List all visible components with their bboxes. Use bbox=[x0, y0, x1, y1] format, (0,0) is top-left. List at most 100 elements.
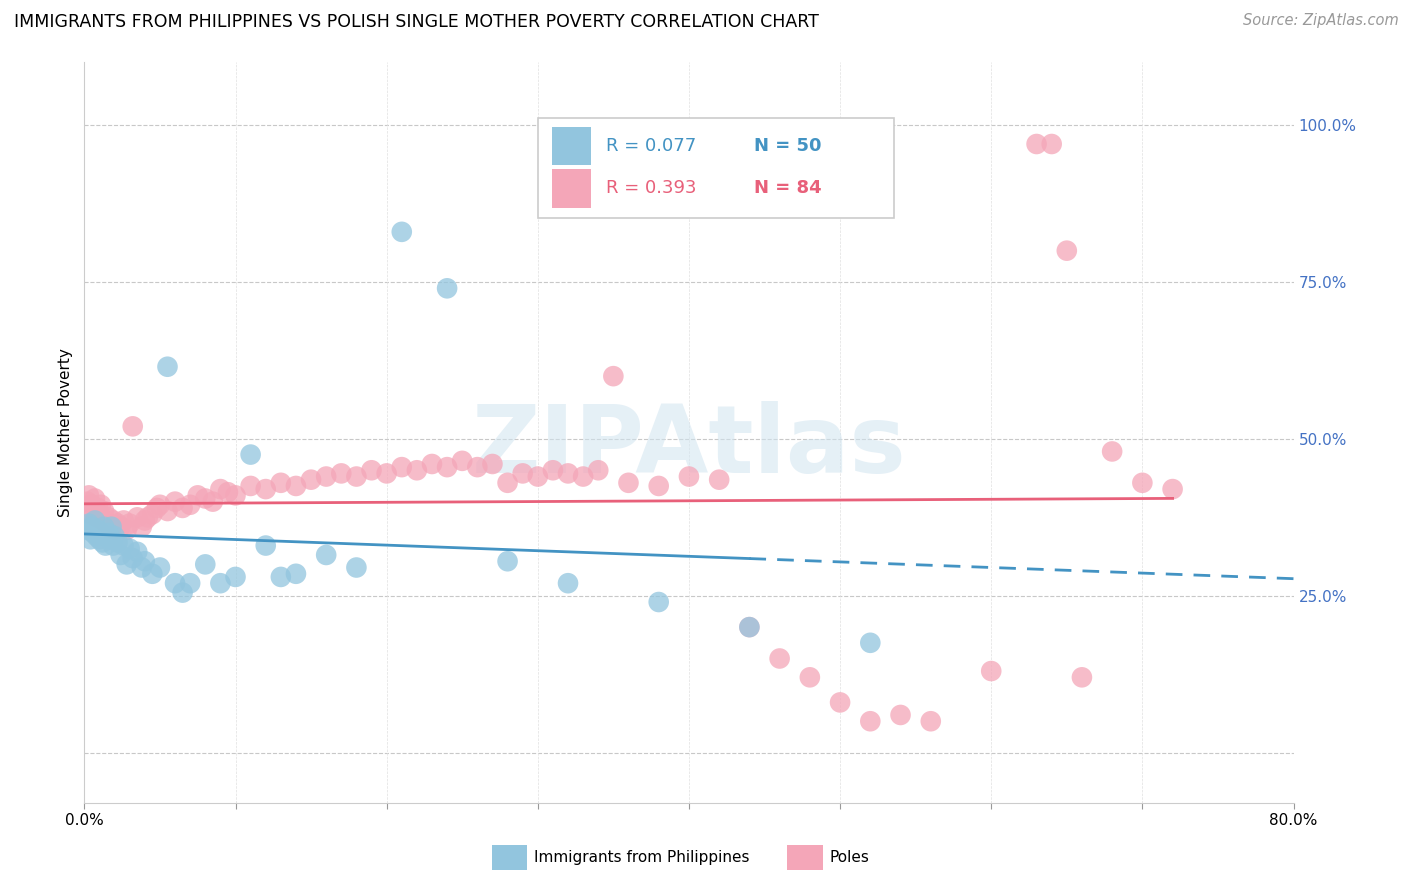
Point bbox=[420, 457, 443, 471]
Point bbox=[84, 513, 107, 527]
Point bbox=[557, 576, 579, 591]
Point bbox=[187, 488, 209, 502]
Point bbox=[406, 463, 429, 477]
Point bbox=[225, 488, 247, 502]
Point bbox=[82, 526, 104, 541]
Point bbox=[830, 695, 852, 709]
Point bbox=[127, 545, 149, 559]
Point bbox=[179, 498, 201, 512]
Point bbox=[512, 467, 534, 481]
FancyBboxPatch shape bbox=[538, 118, 894, 218]
Point bbox=[360, 463, 382, 477]
Point bbox=[84, 491, 107, 506]
Point bbox=[149, 498, 172, 512]
Point bbox=[496, 554, 519, 568]
Point bbox=[738, 620, 761, 634]
Point bbox=[1025, 136, 1047, 151]
Point bbox=[194, 558, 217, 572]
Point bbox=[330, 467, 353, 481]
Point bbox=[391, 460, 413, 475]
Point bbox=[79, 533, 101, 547]
Text: Poles: Poles bbox=[830, 850, 869, 864]
Point bbox=[115, 558, 138, 572]
Text: Source: ZipAtlas.com: Source: ZipAtlas.com bbox=[1243, 13, 1399, 29]
Point bbox=[86, 510, 108, 524]
Point bbox=[738, 620, 761, 634]
Point bbox=[80, 498, 103, 512]
Point bbox=[315, 469, 337, 483]
Point bbox=[1071, 670, 1094, 684]
Point bbox=[118, 516, 141, 531]
Point bbox=[91, 535, 114, 549]
Point bbox=[617, 475, 640, 490]
Point bbox=[100, 520, 122, 534]
Y-axis label: Single Mother Poverty: Single Mother Poverty bbox=[58, 348, 73, 517]
Point bbox=[375, 467, 398, 481]
Point bbox=[86, 529, 108, 543]
Point bbox=[1161, 482, 1184, 496]
Point bbox=[391, 225, 413, 239]
Point bbox=[156, 359, 179, 374]
Text: R = 0.077: R = 0.077 bbox=[606, 137, 696, 155]
Point bbox=[146, 500, 169, 515]
Point bbox=[254, 482, 277, 496]
Point bbox=[149, 560, 172, 574]
Point bbox=[481, 457, 503, 471]
Text: N = 84: N = 84 bbox=[754, 179, 823, 197]
Point bbox=[648, 595, 671, 609]
Point bbox=[648, 479, 671, 493]
Text: N = 50: N = 50 bbox=[754, 137, 821, 155]
Point bbox=[77, 516, 100, 531]
Point bbox=[1101, 444, 1123, 458]
Point bbox=[527, 469, 550, 483]
Point bbox=[890, 708, 912, 723]
Point bbox=[859, 636, 882, 650]
Point bbox=[104, 523, 127, 537]
Point bbox=[96, 529, 118, 543]
Point bbox=[239, 448, 262, 462]
Text: R = 0.393: R = 0.393 bbox=[606, 179, 696, 197]
Point bbox=[93, 520, 115, 534]
Point bbox=[799, 670, 821, 684]
Point bbox=[90, 498, 112, 512]
Point bbox=[134, 554, 156, 568]
Point bbox=[225, 570, 247, 584]
Point bbox=[179, 576, 201, 591]
Point bbox=[172, 500, 194, 515]
Point bbox=[77, 488, 100, 502]
Point bbox=[602, 369, 624, 384]
Point bbox=[1130, 475, 1153, 490]
Point bbox=[82, 504, 104, 518]
Point bbox=[97, 510, 120, 524]
Point bbox=[709, 473, 731, 487]
Point bbox=[90, 526, 112, 541]
Point bbox=[254, 539, 277, 553]
Point bbox=[156, 504, 179, 518]
Point bbox=[209, 482, 232, 496]
Point bbox=[76, 494, 98, 508]
Point bbox=[110, 520, 132, 534]
Point bbox=[101, 539, 124, 553]
FancyBboxPatch shape bbox=[553, 127, 591, 165]
Point bbox=[285, 566, 308, 581]
Point bbox=[165, 576, 187, 591]
Text: IMMIGRANTS FROM PHILIPPINES VS POLISH SINGLE MOTHER POVERTY CORRELATION CHART: IMMIGRANTS FROM PHILIPPINES VS POLISH SI… bbox=[14, 13, 818, 31]
Point bbox=[89, 533, 111, 547]
Point bbox=[859, 714, 882, 729]
Point bbox=[299, 473, 322, 487]
Point bbox=[201, 494, 224, 508]
Point bbox=[131, 560, 153, 574]
Point bbox=[96, 516, 118, 531]
Point bbox=[94, 539, 117, 553]
Point bbox=[79, 507, 101, 521]
Point bbox=[557, 467, 579, 481]
Point bbox=[87, 500, 110, 515]
Point bbox=[217, 485, 239, 500]
Point bbox=[121, 551, 143, 566]
Point bbox=[89, 507, 111, 521]
Point bbox=[239, 479, 262, 493]
Point bbox=[87, 523, 110, 537]
Point bbox=[194, 491, 217, 506]
Point bbox=[101, 513, 124, 527]
Point bbox=[136, 510, 159, 524]
